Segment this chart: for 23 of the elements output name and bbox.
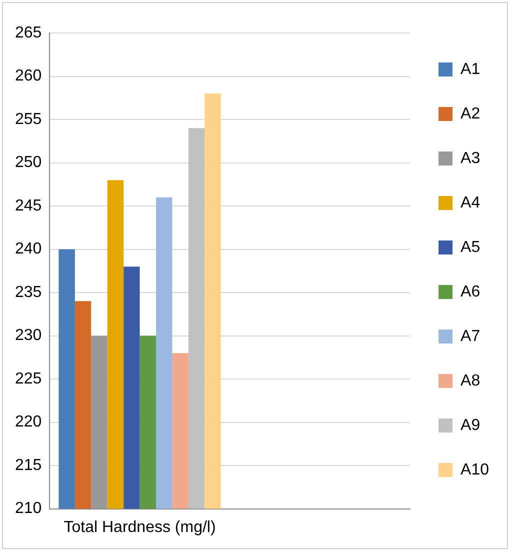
y-tick-label: 225 xyxy=(14,370,42,388)
y-tick-label: 220 xyxy=(14,414,42,431)
legend-label: A3 xyxy=(460,150,480,167)
legend-label: A9 xyxy=(460,416,480,434)
y-tick-label: 240 xyxy=(14,240,42,258)
y-tick-label: 265 xyxy=(14,24,42,42)
y-tick-label: 255 xyxy=(14,110,42,128)
legend-label: A5 xyxy=(460,238,480,256)
legend-label: A1 xyxy=(460,60,480,78)
legend-label: A2 xyxy=(460,105,480,122)
y-tick-label: 250 xyxy=(14,154,42,172)
legend-label: A4 xyxy=(460,194,480,212)
y-tick-label: 230 xyxy=(14,327,42,344)
legend-label: A7 xyxy=(460,328,480,345)
y-tick-label: 210 xyxy=(14,500,42,518)
legend-label: A8 xyxy=(460,372,480,390)
y-tick-label: 235 xyxy=(14,284,42,301)
x-tick-label: Total Hardness (mg/l) xyxy=(64,518,216,536)
y-tick-label: 245 xyxy=(14,197,42,214)
y-tick-label: 260 xyxy=(14,68,42,85)
legend-label: A6 xyxy=(460,283,480,300)
legend-label: A10 xyxy=(460,461,490,478)
y-tick-label: 215 xyxy=(14,456,42,474)
